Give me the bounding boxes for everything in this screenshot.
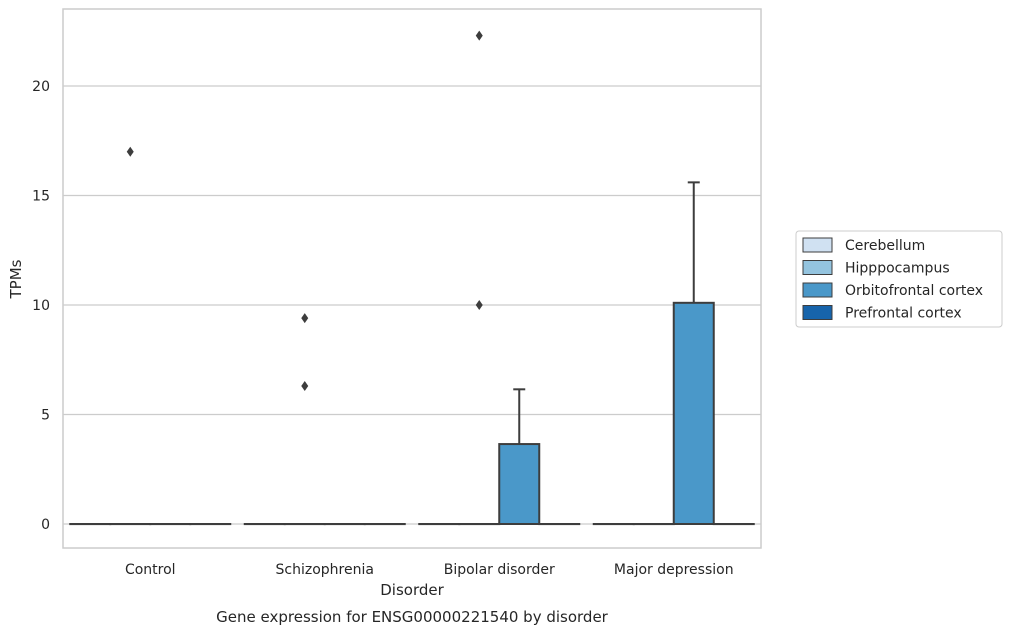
- legend-swatch: [802, 305, 833, 320]
- legend: Cerebellum Hipppocampus Orbitofrontal cort…: [795, 230, 1003, 328]
- outlier-point: [301, 381, 309, 392]
- legend-label: Cerebellum: [845, 238, 925, 254]
- x-tick-label: Bipolar disorder: [444, 562, 555, 578]
- outlier-point: [475, 300, 483, 310]
- gridlines: [63, 85, 761, 525]
- box-control-hipppocampus: [109, 146, 152, 526]
- y-tick-label: 10: [32, 298, 50, 314]
- chart-title: Gene expression for ENSG00000221540 by d…: [216, 608, 609, 626]
- legend-swatch: [802, 260, 833, 275]
- outlier-point: [126, 146, 134, 157]
- x-tick-labels: Control Schizophrenia Bipolar disorder Majo…: [125, 562, 734, 578]
- y-tick-label: 15: [32, 189, 50, 205]
- y-tick-labels: 0 5 10 15 20: [32, 79, 50, 533]
- x-tick-label: Major depression: [614, 562, 734, 578]
- y-tick-label: 5: [41, 408, 50, 424]
- legend-swatch: [802, 282, 833, 298]
- box-body: [498, 443, 541, 525]
- box-schizophrenia-hipppocampus: [283, 313, 326, 526]
- x-axis-label: Disorder: [380, 581, 444, 599]
- box-major-depression-orbitofrontal-cortex: [672, 181, 715, 525]
- legend-label: Prefrontal cortex: [845, 306, 962, 322]
- y-axis-label: TPMs: [7, 259, 25, 299]
- legend-frame: [795, 230, 1003, 328]
- legend-label: Orbitofrontal cortex: [845, 283, 983, 299]
- outlier-point: [475, 30, 483, 41]
- legend-swatch: [802, 237, 833, 253]
- y-tick-label: 0: [41, 517, 50, 533]
- y-tick-label: 20: [32, 79, 50, 95]
- legend-label: Hipppocampus: [845, 261, 950, 277]
- x-tick-label: Schizophrenia: [276, 562, 374, 578]
- box-bipolar-disorder-orbitofrontal-cortex: [498, 388, 541, 525]
- plot-frame: [62, 8, 762, 549]
- box-bipolar-disorder-hipppocampus: [458, 30, 501, 526]
- outlier-point: [301, 313, 309, 324]
- box-body: [672, 301, 715, 525]
- box-layer: [69, 30, 755, 526]
- x-tick-label: Control: [125, 562, 176, 578]
